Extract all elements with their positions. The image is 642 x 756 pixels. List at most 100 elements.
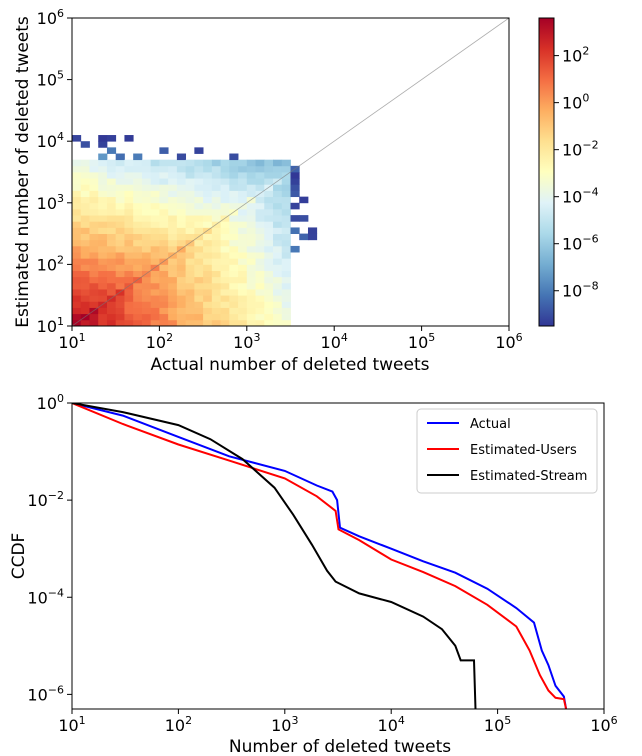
heatmap-cell	[246, 239, 256, 247]
heatmap-cell	[281, 313, 291, 321]
heatmap-cell	[203, 276, 213, 284]
heatmap-cell	[124, 313, 134, 321]
heatmap-cell	[229, 159, 239, 167]
heatmap-cell	[176, 295, 187, 302]
heatmap-cell	[255, 178, 265, 185]
heatmap-cell	[106, 307, 117, 315]
heatmap-cell	[255, 233, 265, 241]
heatmap-cell	[264, 227, 274, 234]
heatmap-cell	[133, 208, 143, 216]
heatmap-cell	[133, 202, 143, 210]
heatmap-cell	[246, 233, 256, 241]
heatmap-cell	[89, 196, 99, 204]
heatmap-cell	[89, 313, 99, 321]
heatmap-cell	[159, 295, 169, 302]
heatmap-cell	[290, 184, 300, 191]
heatmap-cell	[264, 202, 274, 210]
heatmap-cell	[141, 239, 152, 247]
heatmap-cell	[264, 264, 274, 271]
heatmap-cell	[255, 202, 265, 210]
heatmap-cell	[159, 227, 169, 234]
colorbar-tick-label: 10−6	[562, 233, 599, 254]
heatmap-cell	[246, 289, 256, 296]
heatmap-cell	[194, 215, 204, 222]
heatmap-cell	[176, 270, 187, 278]
heatmap-cell	[124, 307, 134, 315]
heatmap-cell	[106, 135, 117, 142]
heatmap-cell	[238, 178, 248, 185]
heatmap-cell	[194, 319, 204, 326]
heatmap-cell	[290, 202, 300, 210]
heatmap-cell	[211, 245, 221, 253]
heatmap-cell	[246, 295, 256, 302]
heatmap-cell	[72, 313, 82, 321]
heatmap-cell	[281, 159, 291, 167]
heatmap-cell	[115, 258, 125, 265]
heatmap-cell	[238, 221, 248, 228]
legend-box	[416, 408, 598, 494]
heatmap-cell	[238, 233, 248, 241]
heatmap-cell	[211, 172, 221, 179]
heatmap-cell	[281, 227, 291, 234]
heatmap-cell	[255, 319, 265, 326]
heatmap-cell	[80, 301, 90, 308]
heatmap-cell	[185, 289, 195, 296]
x-tick-label: 103	[233, 331, 260, 352]
heatmap-cell	[133, 184, 143, 191]
heatmap-cell	[89, 252, 99, 259]
heatmap-cell	[159, 208, 169, 216]
ccdf-line-estimated-stream	[72, 403, 477, 709]
heatmap-cell	[89, 172, 99, 179]
heatmap-cell	[290, 190, 300, 198]
heatmap-cell	[133, 165, 143, 173]
heatmap-cell	[281, 252, 291, 259]
heatmap-cell	[115, 307, 125, 315]
heatmap-cell	[133, 196, 143, 204]
heatmap-cell	[106, 147, 117, 154]
heatmap-cell	[72, 221, 82, 228]
heatmap-cell	[98, 289, 108, 296]
heatmap-cell	[220, 208, 230, 216]
heatmap-cell	[264, 165, 274, 173]
heatmap-cell	[255, 252, 265, 259]
heatmap-cell	[150, 307, 160, 315]
heatmap-cell	[98, 282, 108, 290]
heatmap-cell	[194, 276, 204, 284]
heatmap-cell	[264, 270, 274, 278]
heatmap-cell	[168, 184, 178, 191]
heatmap-cell	[185, 221, 195, 228]
ccdf-y-ticks: 100 10−2 10−4 10−6	[27, 392, 72, 704]
heatmap-cell	[273, 252, 283, 259]
heatmap-cell	[194, 295, 204, 302]
heatmap-cell	[159, 196, 169, 204]
heatmap-cell	[220, 221, 230, 228]
heatmap-cell	[238, 319, 248, 326]
heatmap-cell	[133, 245, 143, 253]
heatmap-cell	[168, 289, 178, 296]
heatmap-cell	[238, 184, 248, 191]
heatmap-cell	[115, 202, 125, 210]
heatmap-cell	[246, 172, 256, 179]
heatmap-cell	[176, 227, 187, 234]
heatmap-cell	[203, 202, 213, 210]
heatmap-cell	[72, 270, 82, 278]
heatmap-cell	[273, 319, 283, 326]
heatmap-cell	[238, 252, 248, 259]
heatmap-cell	[203, 307, 213, 315]
heatmap-cell	[194, 252, 204, 259]
heatmap-cell	[80, 282, 90, 290]
x-tick-label: 105	[484, 714, 511, 735]
heatmap-cell	[89, 159, 99, 167]
heatmap-cell	[106, 233, 117, 241]
ccdf-y-axis-label: CCDF	[9, 533, 29, 580]
heatmap-cell	[80, 159, 90, 167]
heatmap-cell	[264, 221, 274, 228]
heatmap-cell	[273, 239, 283, 247]
heatmap-cell	[150, 252, 160, 259]
heatmap-cell	[98, 135, 108, 142]
heatmap-cell	[80, 276, 90, 284]
heatmap-cell	[229, 295, 239, 302]
heatmap-cell	[80, 258, 90, 265]
heatmap-cell	[115, 245, 125, 253]
heatmap-cell	[176, 282, 187, 290]
